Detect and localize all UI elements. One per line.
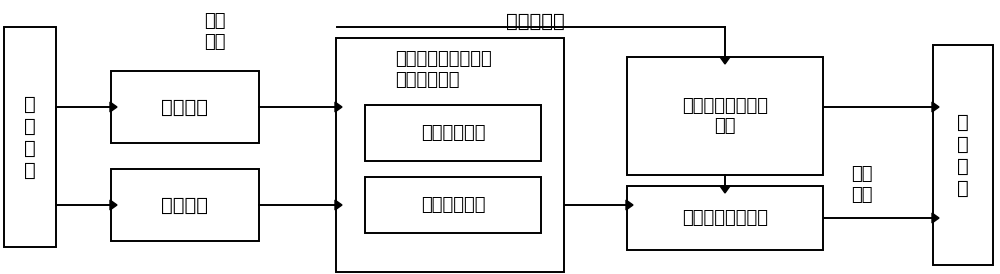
Text: 外部征兆: 外部征兆 (162, 98, 208, 116)
Text: 故障类型: 故障类型 (162, 196, 208, 215)
Polygon shape (932, 102, 939, 112)
Polygon shape (110, 200, 117, 210)
Text: 故
障
诊
断: 故 障 诊 断 (957, 113, 969, 198)
Text: 联合
树法: 联合 树法 (851, 165, 873, 204)
Text: 润滑系统贝叶斯网络
模型的建立：: 润滑系统贝叶斯网络 模型的建立： (395, 50, 492, 89)
Polygon shape (932, 213, 939, 223)
Bar (111, 71, 259, 143)
Bar (336, 38, 564, 272)
Text: 系统实际工作状态
信息: 系统实际工作状态 信息 (682, 97, 768, 135)
Bar (365, 105, 541, 161)
Text: 网络拓扑结构: 网络拓扑结构 (421, 124, 485, 142)
Polygon shape (335, 200, 342, 210)
Text: 采集、泛化: 采集、泛化 (506, 12, 564, 31)
Text: 模型的适应性修正: 模型的适应性修正 (682, 209, 768, 227)
Text: 润
滑
系
统: 润 滑 系 统 (24, 95, 36, 179)
Polygon shape (110, 102, 117, 112)
Bar (933, 45, 993, 265)
Text: 节点概率信息: 节点概率信息 (421, 196, 485, 214)
Polygon shape (626, 200, 633, 210)
Bar (4, 27, 56, 247)
Bar (627, 186, 823, 250)
Bar (111, 169, 259, 241)
Text: 当前
时刻: 当前 时刻 (204, 12, 226, 51)
Bar (627, 57, 823, 175)
Polygon shape (335, 102, 342, 112)
Bar (365, 177, 541, 233)
Polygon shape (720, 186, 730, 193)
Polygon shape (720, 57, 730, 64)
